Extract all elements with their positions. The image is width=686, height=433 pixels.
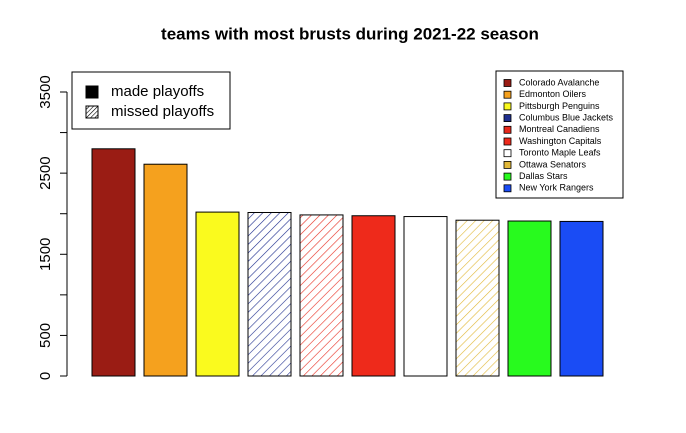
legend-label: Pittsburgh Penguins	[519, 101, 600, 111]
legend-label: Colorado Avalanche	[519, 77, 599, 87]
bar	[351, 215, 396, 377]
legend-swatch	[503, 114, 512, 122]
y-tick-label: 0	[37, 372, 54, 380]
legend-swatch	[503, 79, 512, 87]
bar	[455, 219, 500, 377]
legend-label: Dallas Stars	[519, 171, 568, 181]
y-tick-label: 2500	[37, 156, 54, 189]
legend-label: Ottawa Senators	[519, 159, 587, 169]
legend-label: Columbus Blue Jackets	[519, 112, 614, 122]
bar	[247, 211, 292, 377]
legend-swatch	[503, 90, 512, 99]
chart-title: teams with most brusts during 2021-22 se…	[161, 24, 539, 43]
bar	[299, 214, 344, 377]
legend-swatch	[85, 85, 99, 99]
bar	[559, 220, 604, 377]
legend-swatch	[503, 125, 512, 134]
legend-swatch	[85, 105, 99, 119]
y-tick-label: 500	[37, 323, 54, 348]
legend-swatch	[503, 149, 512, 158]
bar	[507, 220, 552, 377]
legend-box	[495, 70, 624, 199]
legend-label: Toronto Maple Leafs	[519, 148, 601, 158]
legend-swatch	[503, 137, 512, 146]
legend-label: New York Rangers	[519, 183, 594, 193]
y-tick-label: 3500	[37, 75, 54, 108]
legend-swatch	[503, 184, 512, 193]
legend-label: Montreal Canadiens	[519, 124, 600, 134]
legend-label: Washington Capitals	[519, 136, 602, 146]
bar	[91, 148, 136, 377]
legend-box	[71, 71, 231, 130]
legend-label: missed playoffs	[111, 103, 214, 120]
y-tick-label: 1500	[37, 238, 54, 271]
bar	[195, 211, 240, 377]
legend-label: made playoffs	[111, 83, 204, 100]
legend-swatch	[503, 172, 512, 181]
legend-swatch	[503, 160, 512, 169]
bar	[143, 163, 188, 377]
legend-swatch	[503, 102, 512, 111]
legend-label: Edmonton Oilers	[519, 89, 587, 99]
bar	[403, 216, 448, 377]
